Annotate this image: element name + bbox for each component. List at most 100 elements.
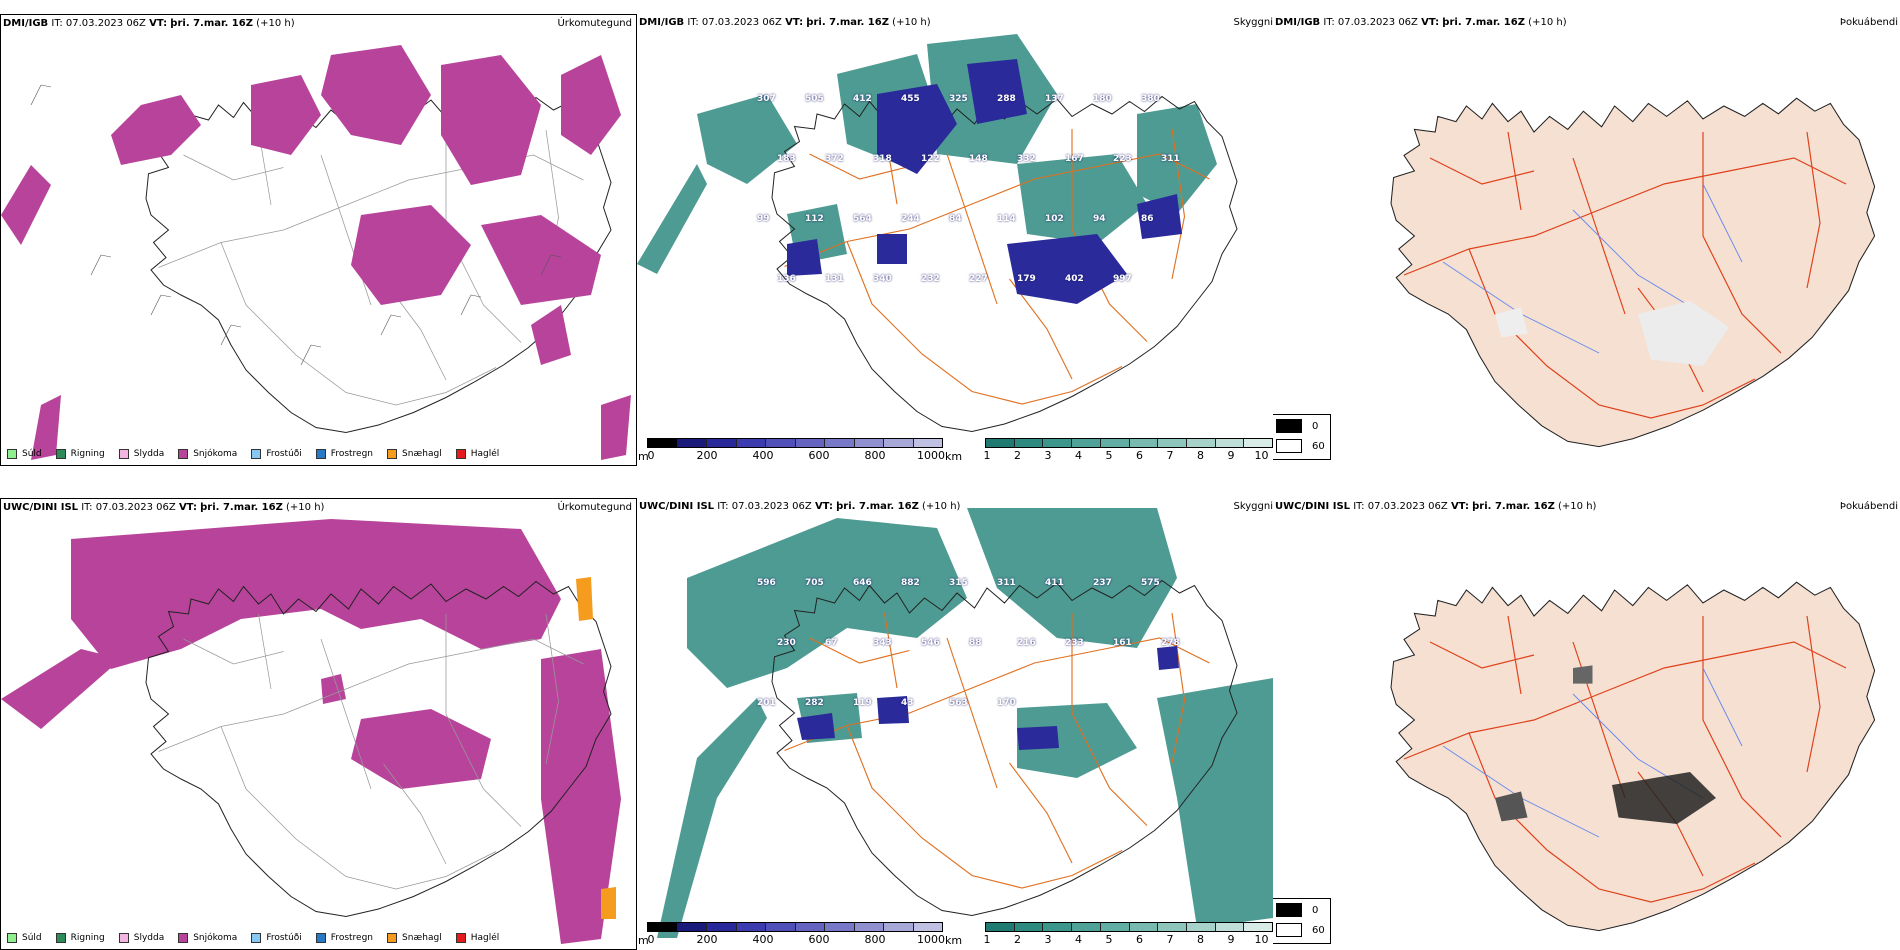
- colorbar-tick: 8: [1197, 933, 1204, 946]
- colorbar-step: [707, 439, 737, 447]
- low-cloud-base-areas: [787, 59, 1182, 304]
- legend-swatch: [455, 933, 466, 943]
- panel-title-precip: Úrkomutegund: [557, 502, 632, 513]
- colorbar-tick: 200: [696, 449, 718, 462]
- visibility-value-label: 412: [853, 94, 872, 104]
- legend-swatch: [118, 449, 129, 459]
- legend-item: Snjókoma: [178, 933, 237, 943]
- key-swatch-black: [1276, 419, 1302, 433]
- colorbar-tick: 400: [752, 933, 774, 946]
- legend-item: Haglél: [455, 449, 499, 459]
- colorbar-step: [825, 923, 855, 931]
- colorbar-step: [884, 439, 914, 447]
- visibility-value-label: 43: [901, 698, 914, 708]
- colorbar-tick: 200: [696, 933, 718, 946]
- colorbar-step: [795, 923, 825, 931]
- visibility-value-label: 148: [969, 154, 988, 164]
- legend-swatch: [251, 449, 262, 459]
- visibility-value-label: 67: [825, 638, 838, 648]
- visibility-value-label: 575: [1141, 578, 1160, 588]
- colorbar-tick: 3: [1044, 449, 1052, 462]
- wind-barbs: [30, 84, 562, 366]
- visibility-value-label: 122: [921, 154, 940, 164]
- legend-swatch: [7, 933, 17, 943]
- colorbar-tick: 10: [1254, 449, 1269, 462]
- legend-item: Snæhagl: [387, 449, 442, 459]
- visibility-value-label: 233: [1065, 638, 1084, 648]
- colorbar-tick: 800: [864, 933, 886, 946]
- colorbar-step: [1186, 923, 1216, 931]
- model-header: UWC/DINI ISL IT: 07.03.2023 06Z VT: þri.…: [3, 502, 325, 513]
- visibility-panel-row1: DMI/IGB IT: 07.03.2023 06Z VT: þri. 7.ma…: [637, 14, 1273, 466]
- visibility-value-label: 343: [873, 638, 892, 648]
- cloud-panel-row2: UWC/DINI ISL IT: 07.03.2023 06Z VT: þri.…: [1273, 498, 1900, 950]
- colorbar-tick: 5: [1105, 449, 1113, 462]
- visibility-value-label: 99: [757, 214, 770, 224]
- legend-item: Slydda: [118, 449, 164, 459]
- visibility-value-label: 882: [901, 578, 920, 588]
- legend-item: Rigning: [55, 933, 105, 943]
- legend-swatch: [315, 933, 326, 943]
- legend-item: Frostregn: [315, 933, 373, 943]
- visibility-value-label: 563: [949, 698, 968, 708]
- colorbar-step: [766, 923, 796, 931]
- model-header: DMI/IGB IT: 07.03.2023 06Z VT: þri. 7.ma…: [639, 17, 931, 28]
- snow-areas: [1, 519, 621, 944]
- colorbar-tick: 8: [1197, 449, 1204, 462]
- colorbar-tick: 1: [983, 449, 991, 462]
- model-header: UWC/DINI ISL IT: 07.03.2023 06Z VT: þri.…: [639, 501, 961, 512]
- visibility-colorbar: 1 2 3 4 5 6 7 8 9 10: [965, 922, 1273, 950]
- colorbar-step: [884, 923, 914, 931]
- legend-item: Súld: [7, 449, 42, 459]
- precip-legend: Súld Rigning Slydda Snjókoma Frostúði Fr…: [7, 449, 499, 459]
- colorbar-step: [1072, 439, 1101, 447]
- legend-swatch: [55, 449, 66, 459]
- visibility-value-label: 131: [825, 274, 844, 284]
- legend-item: Haglél: [455, 933, 499, 943]
- cloud-key: 0 60: [1273, 414, 1331, 460]
- visibility-value-label: 136: [777, 274, 796, 284]
- colorbar-tick: 6: [1136, 449, 1143, 462]
- colorbar-tick: 10: [1254, 933, 1269, 946]
- panel-title-cloud: Þokuábendi: [1839, 17, 1898, 28]
- colorbar-step: [766, 439, 796, 447]
- legend-swatch: [455, 449, 466, 459]
- colorbar-tick: 5: [1105, 933, 1113, 946]
- colorbar-step: [648, 923, 678, 931]
- colorbar-step: [1043, 439, 1073, 447]
- colorbar-tick: 0: [647, 449, 655, 462]
- visibility-value-label: 705: [805, 578, 824, 588]
- height-unit: m: [638, 934, 649, 947]
- colorbar-tick: 1000: [917, 933, 945, 946]
- graupel-areas: [576, 577, 616, 919]
- cloud-key: 0 60: [1273, 898, 1331, 944]
- colorbar-tick: 1000: [917, 449, 945, 462]
- legend-swatch: [387, 933, 398, 943]
- height-colorbar: 0 200 400 600 800 1000: [637, 438, 951, 466]
- cloud-map: [1390, 97, 1876, 448]
- visibility-value-label: 170: [997, 698, 1016, 708]
- colorbar-step: [1244, 439, 1273, 447]
- colorbar-step: [707, 923, 737, 931]
- visibility-value-label: 564: [853, 214, 872, 224]
- colorbar-step: [677, 923, 707, 931]
- colorbar-tick: 9: [1227, 933, 1235, 946]
- colorbar-step: [913, 439, 942, 447]
- colorbar-step: [1215, 439, 1245, 447]
- precip-type-panel-row2: UWC/DINI ISL IT: 07.03.2023 06Z VT: þri.…: [0, 498, 637, 950]
- colorbar-step: [1186, 439, 1216, 447]
- visibility-value-label: 237: [1093, 578, 1112, 588]
- visibility-value-label: 455: [901, 94, 920, 104]
- visibility-value-label: 315: [949, 578, 968, 588]
- legend-item: Snæhagl: [387, 933, 442, 943]
- visibility-value-label: 227: [969, 274, 988, 284]
- low-visibility-areas: [657, 508, 1273, 938]
- visibility-value-label: 180: [1093, 94, 1112, 104]
- colorbar-tick: 7: [1166, 933, 1174, 946]
- visibility-value-label: 372: [825, 154, 844, 164]
- colorbar-step: [1100, 923, 1130, 931]
- model-header: UWC/DINI ISL IT: 07.03.2023 06Z VT: þri.…: [1275, 501, 1597, 512]
- visibility-value-label: 88: [969, 638, 982, 648]
- legend-item: Frostúði: [251, 933, 302, 943]
- precip-type-map: [1, 45, 631, 460]
